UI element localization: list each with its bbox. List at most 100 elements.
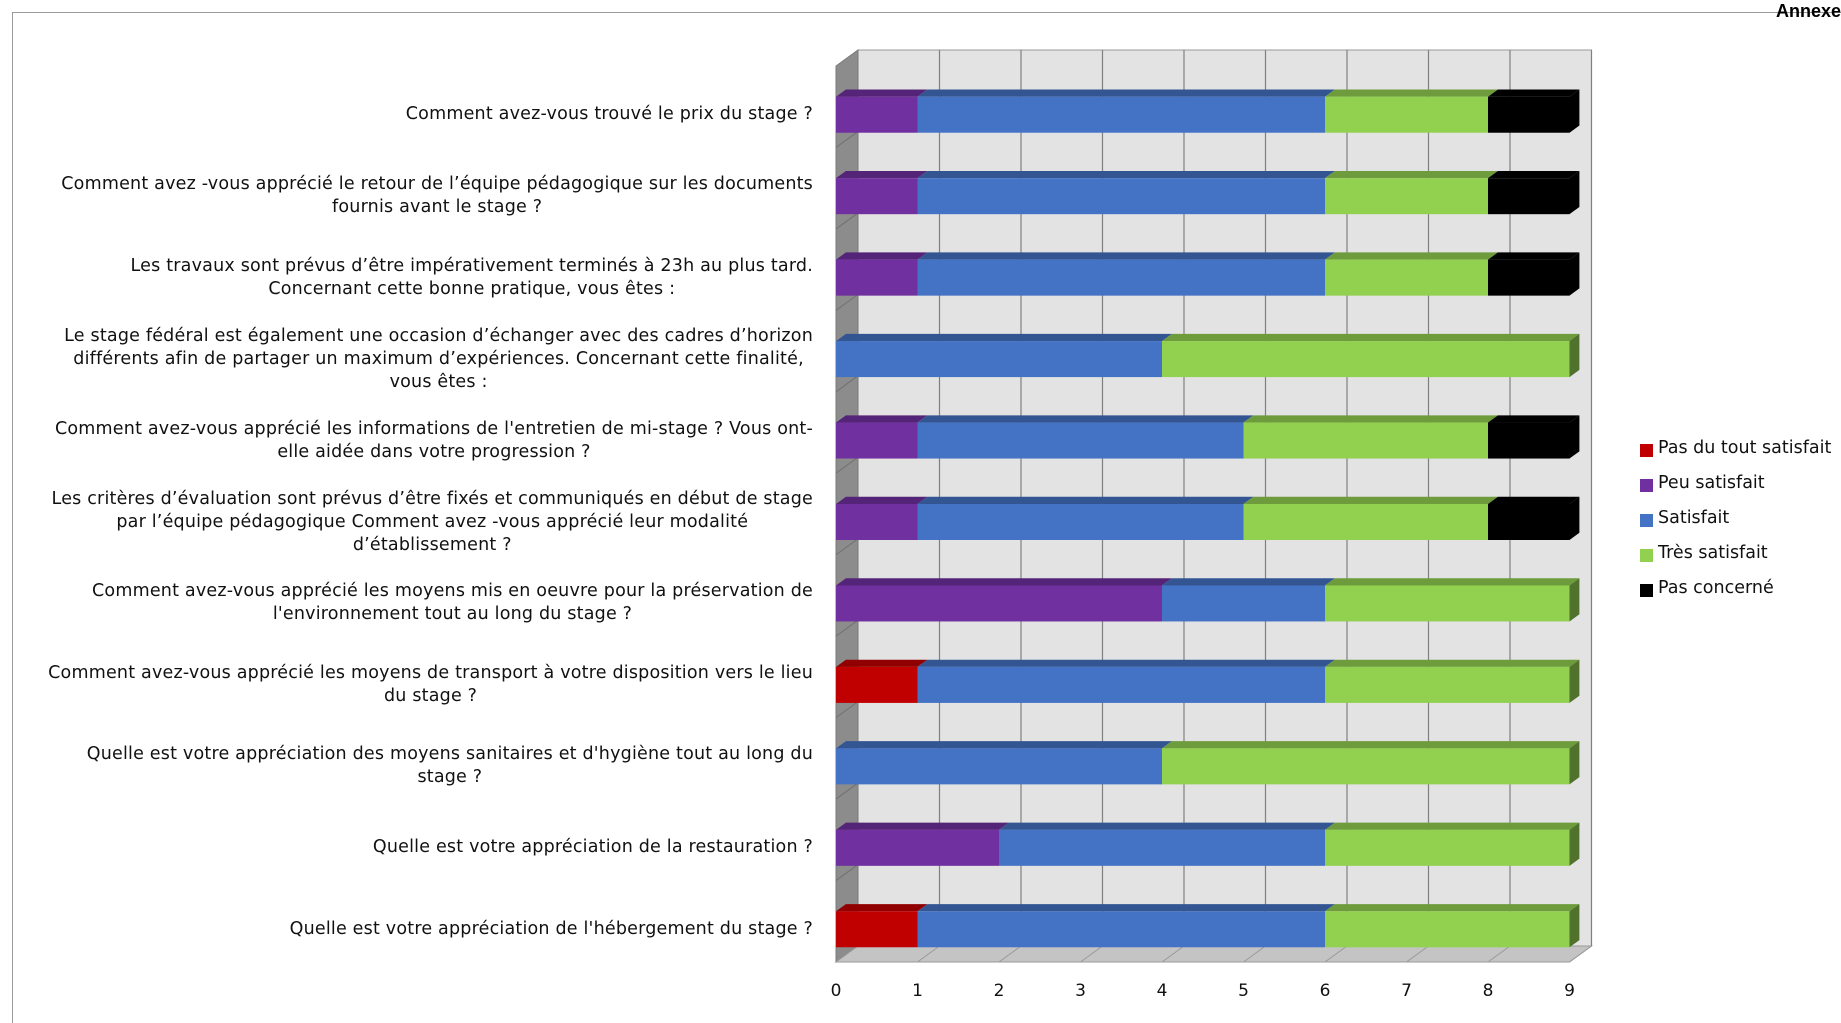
bar-top-1-5 [1488,89,1580,97]
side-wall-line [835,293,859,311]
floor-gridline [1324,945,1348,963]
legend-label: Satisfait [1658,508,1730,528]
bar-8-satisfait [917,666,1325,703]
bar-top-2-2 [836,170,928,179]
bar-10-peu-satisfait [836,829,999,866]
bar-top-2-5 [1488,170,1580,179]
legend-label: Très satisfait [1658,543,1768,563]
legend-swatch [1640,514,1653,527]
category-label-line: du stage ? [383,685,478,706]
category-label-line: Le stage fédéral est également une occas… [64,325,813,346]
bar-top-8-4 [1325,659,1580,667]
x-tick-label: 1 [912,981,923,1001]
bar-top-3-3 [917,252,1335,260]
bar-top-1-2 [836,89,928,97]
x-tick-label: 9 [1564,981,1575,1001]
category-label: Comment avez-vous apprécié les informati… [55,418,813,464]
bar-7-peu-satisfait [836,585,1162,622]
bar-8-pas-du-tout-satisfait [836,666,918,703]
bar-top-3-2 [836,252,928,260]
bar-11-satisfait [917,911,1325,948]
bar-top-3-5 [1488,252,1580,260]
side-wall-line [835,131,859,148]
category-label: Le stage fédéral est également une occas… [64,325,813,394]
bar-end-3 [1569,252,1580,296]
category-label-line: d’établissement ? [352,534,512,555]
bar-top-5-5 [1488,415,1580,423]
bar-2-satisfait [917,178,1325,215]
side-wall-line [835,619,859,637]
legend-label: Pas du tout satisfait [1658,438,1832,458]
bar-top-6-2 [836,496,928,504]
bar-2-tr-s-satisfait [1325,178,1488,215]
bar-end-1 [1569,89,1580,133]
bar-top-10-4 [1325,822,1580,830]
bar-top-1-4 [1325,89,1498,97]
bar-top-5-2 [836,415,928,423]
bar-top-7-4 [1325,578,1580,586]
bar-end-9 [1569,741,1580,785]
category-label-line: Comment avez-vous apprécié les moyens de… [48,662,813,683]
category-label-line: l'environnement tout au long du stage ? [272,604,633,625]
bar-6-peu-satisfait [836,504,918,540]
side-wall-line [835,456,859,474]
category-label-line: Comment avez-vous trouvé le prix du stag… [405,104,813,125]
bar-5-tr-s-satisfait [1243,422,1488,459]
category-label-line: Comment avez-vous apprécié les informati… [54,418,813,439]
bar-end-6 [1569,496,1580,540]
category-label-line: stage ? [417,767,483,788]
bar-top-11-3 [917,904,1335,912]
floor-gridline [1080,945,1103,963]
side-wall-line [835,864,859,881]
bar-1-tr-s-satisfait [1325,96,1488,133]
bar-end-8 [1569,659,1580,703]
bar-top-10-2 [836,822,1009,830]
category-label-line: Comment avez -vous apprécié le retour de… [61,174,813,195]
bar-6-pas-concern- [1488,504,1570,540]
bar-top-3-4 [1325,252,1498,260]
bar-end-2 [1569,170,1580,215]
bar-top-7-2 [836,578,1172,586]
bar-top-10-3 [999,822,1335,830]
bar-top-1-3 [917,89,1335,97]
category-label-line: par l’équipe pédagogique Comment avez -v… [116,511,749,532]
bar-3-pas-concern- [1488,259,1570,296]
side-wall-line [835,701,859,719]
bar-top-8-1 [836,659,928,667]
bar-top-2-3 [917,170,1335,179]
bar-top-8-3 [917,659,1335,667]
bar-7-satisfait [1162,585,1325,622]
category-label: Comment avez-vous apprécié les moyens mi… [92,580,813,626]
bar-5-peu-satisfait [836,422,918,459]
category-label-line: Quelle est votre appréciation de l'héber… [289,918,813,939]
bar-10-satisfait [999,829,1325,866]
x-tick-label: 7 [1401,981,1412,1001]
bar-5-satisfait [917,422,1244,459]
bar-top-4-3 [836,333,1172,342]
bar-3-tr-s-satisfait [1325,259,1488,296]
x-tick-label: 2 [994,981,1005,1001]
side-wall-line [835,538,859,556]
x-tick-label: 0 [831,981,842,1001]
x-tick-label: 4 [1157,981,1168,1001]
bar-11-tr-s-satisfait [1325,911,1570,948]
floor-gridline [1161,945,1185,963]
bar-top-5-3 [917,415,1254,423]
bar-6-satisfait [917,504,1244,540]
bar-4-satisfait [836,341,1162,378]
floor-gridline [1569,945,1592,963]
legend-swatch [1640,584,1653,597]
bar-8-tr-s-satisfait [1325,666,1570,703]
category-label-line: Quelle est votre appréciation de la rest… [372,837,813,858]
legend-label: Peu satisfait [1658,473,1765,493]
side-wall-line [835,212,859,230]
bar-7-tr-s-satisfait [1325,585,1570,622]
floor-gridline [1243,945,1266,963]
bar-9-satisfait [836,748,1162,785]
side-wall-line [835,782,859,800]
legend-swatch [1640,444,1653,457]
bar-end-4 [1569,333,1580,378]
floor-gridline [998,945,1022,963]
category-label-line: fournis avant le stage ? [332,197,543,218]
